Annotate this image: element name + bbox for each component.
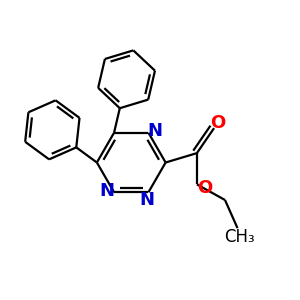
Text: O: O [197, 179, 212, 197]
Text: N: N [100, 182, 115, 200]
Text: N: N [140, 191, 154, 209]
Text: O: O [210, 113, 225, 131]
Text: N: N [148, 122, 163, 140]
Text: CH₃: CH₃ [224, 228, 254, 246]
